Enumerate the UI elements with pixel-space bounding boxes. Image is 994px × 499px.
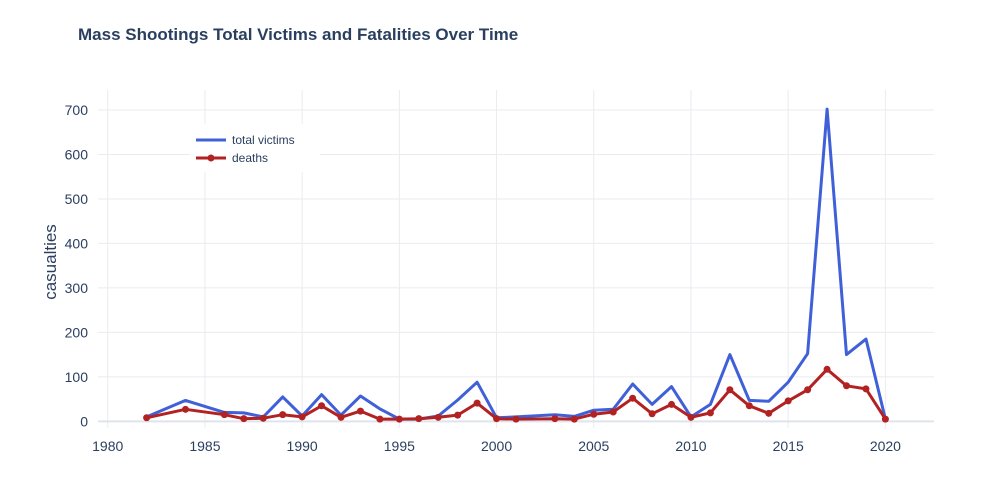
data-point-deaths[interactable]	[376, 415, 384, 423]
data-point-total-victims[interactable]	[825, 107, 829, 111]
data-point-total-victims[interactable]	[650, 402, 654, 406]
y-tick-label: 300	[65, 280, 89, 296]
x-tick-label: 2005	[578, 438, 609, 454]
data-point-total-victims[interactable]	[708, 402, 712, 406]
data-point-deaths[interactable]	[823, 365, 831, 373]
data-point-deaths[interactable]	[668, 400, 676, 408]
x-tick-label: 1995	[384, 438, 415, 454]
data-point-deaths[interactable]	[551, 415, 559, 423]
data-point-total-victims[interactable]	[845, 353, 849, 357]
y-tick-label: 700	[65, 102, 89, 118]
data-point-deaths[interactable]	[493, 415, 501, 423]
data-point-deaths[interactable]	[395, 415, 403, 423]
data-point-deaths[interactable]	[570, 415, 578, 423]
y-tick-label: 600	[65, 146, 89, 162]
x-tick-label: 1985	[189, 438, 220, 454]
data-point-deaths[interactable]	[706, 409, 714, 417]
data-point-total-victims[interactable]	[183, 398, 187, 402]
data-point-deaths[interactable]	[181, 405, 189, 413]
y-axis-label: casualties	[41, 224, 60, 300]
y-tick-label: 500	[65, 191, 89, 207]
legend-item-total-victims[interactable]: total victims	[196, 133, 295, 147]
data-point-total-victims[interactable]	[475, 380, 479, 384]
data-point-total-victims[interactable]	[242, 411, 246, 415]
x-tick-label: 2010	[675, 438, 706, 454]
data-point-deaths[interactable]	[590, 410, 598, 418]
data-point-deaths[interactable]	[765, 409, 773, 417]
series-total-victims	[146, 107, 887, 421]
chart-title: Mass Shootings Total Victims and Fatalit…	[78, 25, 518, 44]
data-point-total-victims[interactable]	[631, 382, 635, 386]
y-tick-label: 400	[65, 235, 89, 251]
data-point-deaths[interactable]	[143, 414, 151, 422]
data-point-deaths[interactable]	[843, 382, 851, 390]
y-tick-label: 100	[65, 369, 89, 385]
x-axis-ticks: 1980 1985 1990 1995 2000 2005 2010 2015 2020	[92, 438, 901, 454]
data-point-deaths[interactable]	[220, 411, 228, 419]
data-point-total-victims[interactable]	[378, 407, 382, 411]
data-point-deaths[interactable]	[454, 411, 462, 419]
data-point-deaths[interactable]	[434, 413, 442, 421]
data-point-deaths[interactable]	[745, 402, 753, 410]
data-point-total-victims[interactable]	[281, 395, 285, 399]
data-point-deaths[interactable]	[473, 399, 481, 407]
data-point-total-victims[interactable]	[767, 399, 771, 403]
data-point-total-victims[interactable]	[670, 385, 674, 389]
legend-label-deaths: deaths	[232, 151, 268, 165]
data-point-deaths[interactable]	[259, 414, 267, 422]
x-tick-label: 1980	[92, 438, 123, 454]
grid	[98, 90, 934, 428]
data-point-deaths[interactable]	[629, 394, 637, 402]
data-point-deaths[interactable]	[318, 402, 326, 410]
data-point-total-victims[interactable]	[786, 380, 790, 384]
y-axis-ticks: 0 100 200 300 400 500 600 700	[65, 102, 89, 429]
legend-background	[190, 124, 320, 172]
data-point-total-victims[interactable]	[456, 398, 460, 402]
data-point-deaths[interactable]	[298, 413, 306, 421]
data-point-deaths[interactable]	[862, 385, 870, 393]
y-tick-label: 200	[65, 324, 89, 340]
x-tick-label: 1990	[287, 438, 318, 454]
data-point-deaths[interactable]	[881, 415, 889, 423]
data-point-deaths[interactable]	[648, 410, 656, 418]
data-point-total-victims[interactable]	[320, 393, 324, 397]
data-point-deaths[interactable]	[609, 408, 617, 416]
legend[interactable]: total victims deaths	[190, 124, 320, 172]
data-point-deaths[interactable]	[240, 415, 248, 423]
data-point-deaths[interactable]	[784, 397, 792, 405]
series-deaths	[143, 365, 889, 423]
x-tick-label: 2015	[773, 438, 804, 454]
data-point-total-victims[interactable]	[806, 352, 810, 356]
data-point-deaths[interactable]	[512, 415, 520, 423]
data-point-deaths[interactable]	[415, 415, 423, 423]
legend-label-total-victims: total victims	[232, 133, 295, 147]
x-tick-label: 2000	[481, 438, 512, 454]
data-point-total-victims[interactable]	[747, 398, 751, 402]
data-point-deaths[interactable]	[356, 407, 364, 415]
legend-marker-deaths	[207, 154, 215, 162]
series-layer	[143, 107, 889, 423]
data-point-deaths[interactable]	[687, 413, 695, 421]
data-point-total-victims[interactable]	[728, 353, 732, 357]
data-point-deaths[interactable]	[726, 386, 734, 394]
data-point-total-victims[interactable]	[358, 394, 362, 398]
data-point-deaths[interactable]	[337, 413, 345, 421]
data-point-total-victims[interactable]	[864, 337, 868, 341]
data-point-deaths[interactable]	[804, 386, 812, 394]
series-line-total-victims	[146, 107, 887, 421]
data-point-deaths[interactable]	[279, 411, 287, 419]
legend-item-deaths[interactable]: deaths	[196, 151, 268, 165]
x-tick-label: 2020	[870, 438, 901, 454]
y-tick-label: 0	[80, 413, 88, 429]
